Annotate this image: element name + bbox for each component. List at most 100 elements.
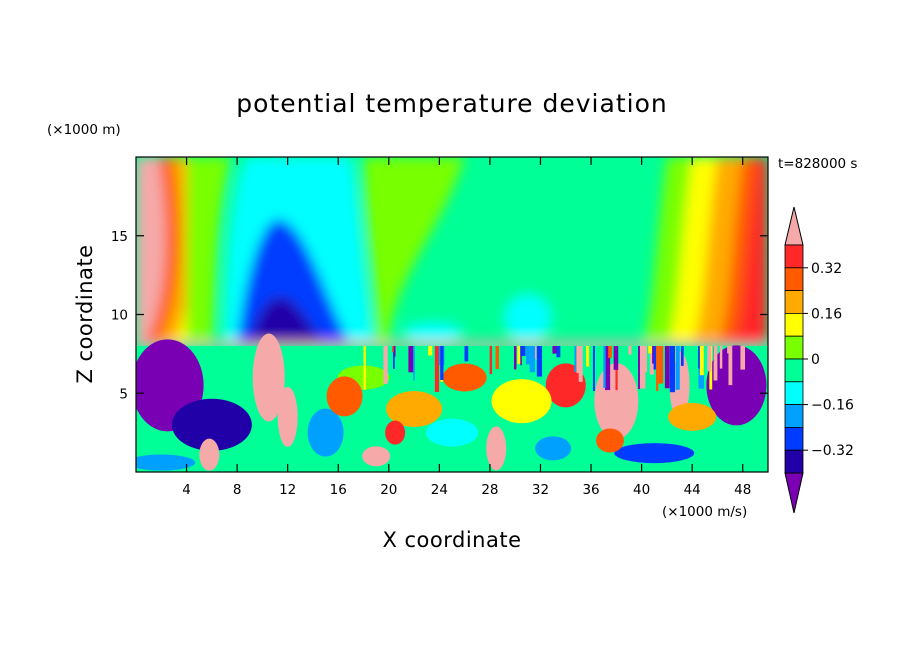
streak (656, 346, 659, 392)
field-region (326, 376, 363, 417)
streak (529, 346, 536, 373)
streak (574, 346, 577, 372)
x-tick-label: 24 (431, 482, 448, 498)
colorbar-extend-high (784, 206, 804, 246)
streak (586, 346, 590, 367)
streak (628, 346, 632, 355)
plot-area (136, 157, 768, 472)
streak (652, 346, 655, 364)
tropopause-band (136, 341, 768, 348)
contour-fill-field (136, 157, 768, 472)
streak (520, 346, 526, 357)
chart-title: potential temperature deviation (236, 89, 667, 118)
x-axis-ticks: 4 8 12 16 20 24 28 32 36 40 44 48 (182, 157, 751, 498)
field-region (426, 418, 478, 447)
colorbar-label: 0 (811, 352, 820, 368)
field-region (403, 321, 464, 342)
streak (648, 346, 652, 354)
streak (638, 346, 641, 390)
streak (713, 346, 718, 381)
streak (413, 346, 415, 381)
x-tick-label: 48 (734, 482, 751, 498)
colorbar-segment (784, 312, 804, 337)
field-region (503, 293, 552, 342)
field-region (614, 443, 695, 464)
x-tick-label: 32 (532, 482, 549, 498)
streak (719, 346, 723, 369)
colorbar-segment (784, 267, 804, 291)
x-tick-label: 4 (182, 482, 191, 498)
streak (440, 346, 444, 380)
field-region (136, 454, 196, 471)
streak (639, 346, 646, 389)
streak (605, 346, 611, 391)
field-region (732, 157, 768, 346)
x-tick-label: 40 (633, 482, 650, 498)
streak (514, 346, 517, 370)
field-region (363, 157, 465, 346)
streak (434, 346, 440, 392)
streak (673, 346, 678, 363)
streak (392, 346, 395, 369)
streak (556, 346, 561, 358)
field-region (252, 333, 285, 422)
streak (489, 346, 493, 375)
x-axis-title: X coordinate (382, 528, 521, 552)
streak (658, 346, 664, 384)
streak (728, 346, 733, 386)
x-tick-label: 12 (279, 482, 296, 498)
streak (707, 346, 712, 372)
x-tick-label: 28 (481, 482, 498, 498)
colorbar-segment (784, 335, 804, 360)
colorbar: 0.32 0.16 0 −0.16 −0.32 (784, 206, 854, 514)
field-region (386, 391, 443, 427)
streak (675, 346, 680, 390)
field-region (186, 157, 231, 346)
time-label: t=828000 s (778, 156, 857, 172)
colorbar-segment (784, 290, 804, 314)
streak (383, 346, 388, 384)
streak (608, 346, 612, 358)
streak (649, 346, 654, 375)
colorbar-label: 0.32 (811, 261, 842, 277)
streak (613, 346, 619, 370)
field-region (277, 386, 298, 447)
y-axis-ticks: 5 10 15 (111, 229, 768, 402)
colorbar-segment (784, 449, 804, 474)
colorbar-segment (784, 426, 804, 451)
streak (464, 346, 469, 362)
field-region (596, 428, 624, 453)
field-region (199, 438, 220, 471)
colorbar-label: −0.16 (811, 398, 854, 414)
field-region (535, 436, 572, 461)
colorbar-segment (784, 358, 804, 383)
x-tick-label: 36 (582, 482, 599, 498)
streak (408, 346, 414, 373)
streak (664, 346, 670, 389)
streak (576, 346, 580, 374)
field-region (442, 363, 487, 392)
streak (699, 346, 704, 376)
streak (592, 346, 595, 392)
streak (517, 346, 521, 364)
upper-layer-field (136, 157, 768, 348)
streak (495, 346, 499, 369)
convective-streaks (363, 346, 746, 393)
field-region (545, 363, 586, 408)
streak (669, 346, 675, 393)
streak (680, 346, 684, 366)
y-axis-title: Z coordinate (73, 244, 97, 383)
field-region (486, 426, 507, 471)
streak (393, 346, 396, 357)
streak (392, 346, 395, 353)
colorbar-label: −0.32 (811, 443, 854, 459)
streak (653, 346, 658, 370)
streak (525, 346, 530, 365)
streak (603, 346, 606, 389)
y-units-label: (×1000 m) (47, 122, 121, 138)
x-tick-label: 20 (380, 482, 397, 498)
colorbar-label: 0.16 (811, 306, 842, 322)
x-tick-label: 44 (684, 482, 701, 498)
field-region (491, 379, 552, 424)
